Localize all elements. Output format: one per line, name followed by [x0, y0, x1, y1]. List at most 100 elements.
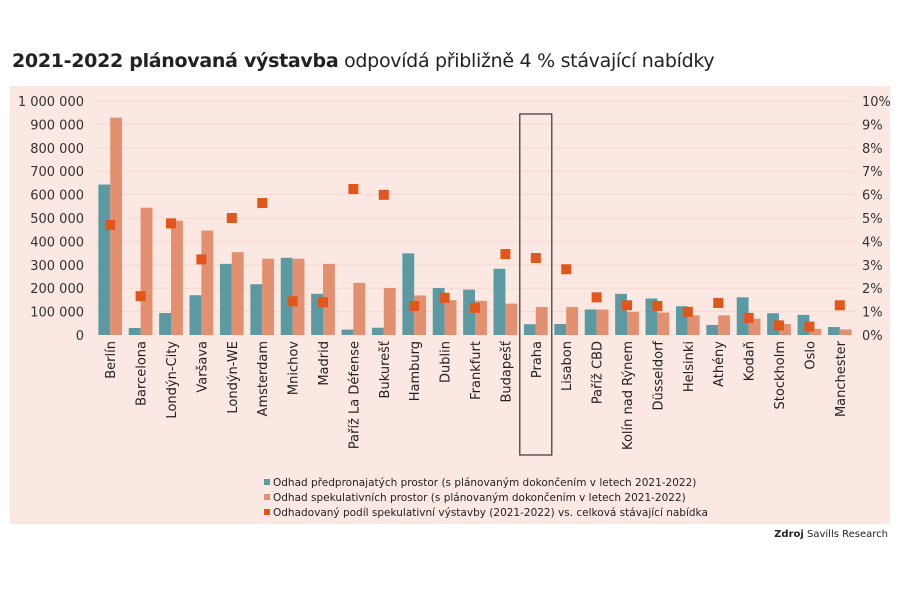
- bar-speculative: [444, 300, 457, 335]
- legend-swatch: [264, 479, 270, 485]
- category-label: Londýn-WE: [226, 341, 241, 414]
- category-label: Kolín nad Rýnem: [621, 341, 636, 450]
- bar-speculative: [110, 117, 123, 335]
- share-marker: [834, 300, 845, 311]
- bar-speculative: [596, 309, 609, 335]
- category-label: Athény: [712, 341, 727, 387]
- share-marker: [622, 300, 632, 311]
- source-value: Savills Research: [807, 529, 888, 540]
- left-tick-label: 500 000: [30, 212, 84, 227]
- share-marker: [105, 220, 116, 231]
- bar-speculative: [839, 329, 852, 335]
- right-tick-label: 4%: [862, 235, 883, 250]
- bar-speculative: [383, 287, 396, 335]
- bar-speculative: [627, 311, 639, 335]
- bar-speculative: [535, 306, 548, 335]
- bar-speculative: [657, 312, 670, 335]
- bar-preleased: [463, 289, 475, 335]
- bar-preleased: [98, 184, 111, 335]
- category-label: Mnichov: [287, 341, 302, 395]
- bar-speculative: [505, 303, 518, 335]
- category-label: Bukurešť: [378, 341, 393, 398]
- bar-preleased: [189, 295, 202, 335]
- bar-speculative: [353, 282, 366, 335]
- share-marker: [470, 302, 480, 313]
- category-label: Kodaň: [743, 341, 758, 381]
- bar-speculative: [323, 263, 335, 335]
- bar-preleased: [767, 313, 779, 335]
- category-label: Helsinki: [682, 341, 697, 392]
- share-marker: [257, 198, 268, 209]
- bar-preleased: [250, 284, 263, 335]
- bar-preleased: [523, 324, 536, 335]
- right-tick-label: 1%: [862, 306, 883, 321]
- category-label: Oslo: [803, 341, 818, 370]
- share-marker: [166, 218, 176, 229]
- bar-speculative: [687, 315, 700, 335]
- left-tick-label: 0: [76, 329, 84, 344]
- category-label: Düsseldorf: [651, 341, 666, 411]
- category-label: Paříž La Défense: [347, 341, 362, 449]
- bar-preleased: [706, 324, 719, 335]
- bar-preleased: [554, 324, 567, 335]
- share-marker: [318, 297, 328, 308]
- share-marker: [713, 297, 724, 308]
- category-label: Praha: [530, 341, 545, 378]
- category-label: Lisabon: [560, 341, 575, 391]
- category-label: Stockholm: [773, 341, 788, 409]
- left-tick-label: 1 000 000: [18, 95, 84, 110]
- share-marker: [196, 254, 207, 265]
- bar-speculative: [718, 315, 731, 335]
- share-marker: [591, 292, 602, 303]
- bar-preleased: [827, 327, 840, 335]
- share-marker: [530, 253, 541, 264]
- right-tick-label: 6%: [862, 189, 883, 204]
- bar-preleased: [159, 313, 171, 335]
- bar-preleased: [432, 287, 445, 335]
- title-rest: odpovídá přibližně 4 % stávající nabídky: [344, 50, 715, 72]
- share-marker: [682, 306, 693, 317]
- right-tick-label: 5%: [862, 212, 883, 227]
- legend-label: Odhad předpronajatých prostor (s plánova…: [273, 477, 696, 489]
- category-label: Frankfurt: [469, 341, 484, 400]
- category-label: Berlín: [104, 341, 119, 379]
- bar-speculative: [262, 258, 275, 335]
- bar-preleased: [341, 329, 354, 335]
- share-marker: [135, 291, 146, 302]
- bar-preleased: [402, 253, 415, 335]
- title-bold: 2021-2022 plánovaná výstavba: [12, 50, 339, 72]
- category-label: Varšava: [195, 341, 210, 393]
- legend-swatch: [264, 509, 270, 515]
- highlight-box: [519, 113, 553, 456]
- share-marker: [348, 183, 359, 194]
- share-marker: [226, 213, 237, 223]
- share-marker: [378, 189, 389, 200]
- right-tick-label: 0%: [862, 329, 883, 344]
- category-label: Barcelona: [135, 341, 150, 406]
- category-label: Dublin: [439, 341, 454, 383]
- bar-preleased: [128, 327, 141, 335]
- bar-preleased: [493, 268, 506, 335]
- bar-speculative: [809, 328, 822, 335]
- left-tick-label: 200 000: [30, 282, 84, 297]
- legend-label: Odhad spekulativních prostor (s plánovan…: [273, 492, 686, 504]
- right-tick-label: 8%: [862, 142, 883, 157]
- share-marker: [804, 321, 815, 332]
- bar-preleased: [645, 298, 658, 335]
- category-label: Manchester: [834, 340, 849, 417]
- bar-preleased: [280, 257, 293, 335]
- share-marker: [439, 292, 450, 303]
- bar-speculative: [231, 252, 244, 335]
- legend-swatch: [264, 494, 270, 500]
- bar-preleased: [797, 314, 810, 335]
- share-marker: [500, 249, 511, 260]
- bar-speculative: [414, 295, 427, 335]
- bar-preleased: [311, 293, 323, 335]
- category-label: Madrid: [317, 341, 332, 386]
- share-marker: [409, 300, 420, 311]
- left-tick-label: 300 000: [30, 259, 84, 274]
- category-label: Hamburg: [408, 341, 423, 401]
- legend-label: Odhadovaný podíl spekulativní výstavby (…: [273, 507, 708, 519]
- bar-preleased: [675, 306, 688, 335]
